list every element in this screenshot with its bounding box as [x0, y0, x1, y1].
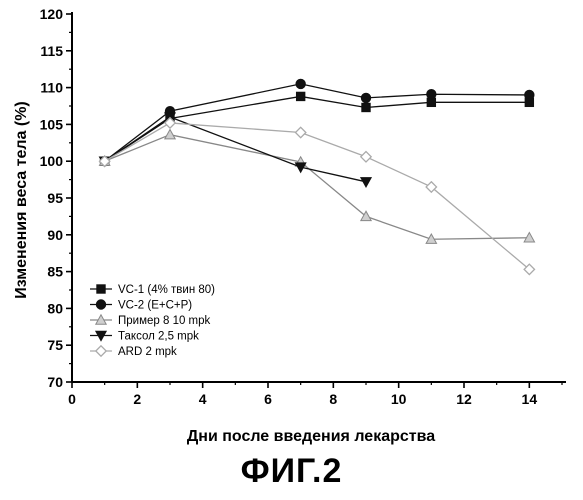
- y-tick-label: 75: [47, 337, 63, 353]
- x-tick-label: 2: [133, 391, 141, 407]
- legend-label: VC-1 (4% твин 80): [118, 284, 215, 296]
- x-tick-label: 0: [68, 391, 76, 407]
- data-point: [295, 127, 305, 137]
- x-tick-label: 8: [329, 391, 337, 407]
- y-tick-label: 110: [40, 80, 63, 96]
- x-tick-label: 14: [522, 391, 538, 407]
- y-tick-label: 95: [47, 190, 63, 206]
- y-tick-label: 80: [47, 300, 63, 316]
- y-tick-label: 115: [40, 43, 63, 59]
- data-point: [165, 130, 175, 139]
- y-axis-title: Изменения веса тела (%): [13, 101, 30, 299]
- legend-label: VC-2 (E+C+P): [118, 300, 192, 312]
- x-tick-label: 4: [199, 391, 207, 407]
- legend-label: Таксол 2,5 mpk: [118, 331, 199, 343]
- y-tick-label: 120: [40, 6, 64, 22]
- x-tick-label: 12: [456, 391, 472, 407]
- legend-marker: [96, 346, 106, 356]
- data-point: [362, 103, 370, 111]
- x-axis-title: Дни после введения лекарства: [187, 428, 435, 445]
- y-tick-label: 70: [47, 374, 63, 390]
- series-line: [105, 123, 530, 269]
- data-point: [296, 92, 304, 100]
- legend-marker: [96, 300, 105, 309]
- series-line: [105, 135, 530, 240]
- plot-area: 70 75 80 85 90 95 100 105 110 115 120 0 2 4 6 8 10 12 14 VC…: [40, 6, 566, 407]
- data-point: [296, 79, 305, 88]
- legend-label: ARD 2 mpk: [118, 346, 177, 358]
- x-tick-label: 6: [264, 391, 272, 407]
- data-point: [361, 178, 371, 187]
- y-tick-label: 100: [40, 153, 64, 169]
- y-tick-label: 85: [47, 264, 63, 280]
- data-point: [427, 90, 436, 99]
- y-tick-label: 105: [40, 116, 64, 132]
- series-line: [105, 117, 366, 182]
- y-tick-label: 90: [47, 227, 63, 243]
- x-tick-label: 10: [391, 391, 407, 407]
- series-line: [105, 96, 530, 161]
- legend-marker: [97, 285, 105, 293]
- legend-label: Пример 8 10 mpk: [118, 315, 211, 327]
- data-point: [361, 152, 371, 162]
- figure-caption: ФИГ.2: [0, 452, 583, 491]
- data-point: [361, 93, 370, 102]
- data-point: [525, 90, 534, 99]
